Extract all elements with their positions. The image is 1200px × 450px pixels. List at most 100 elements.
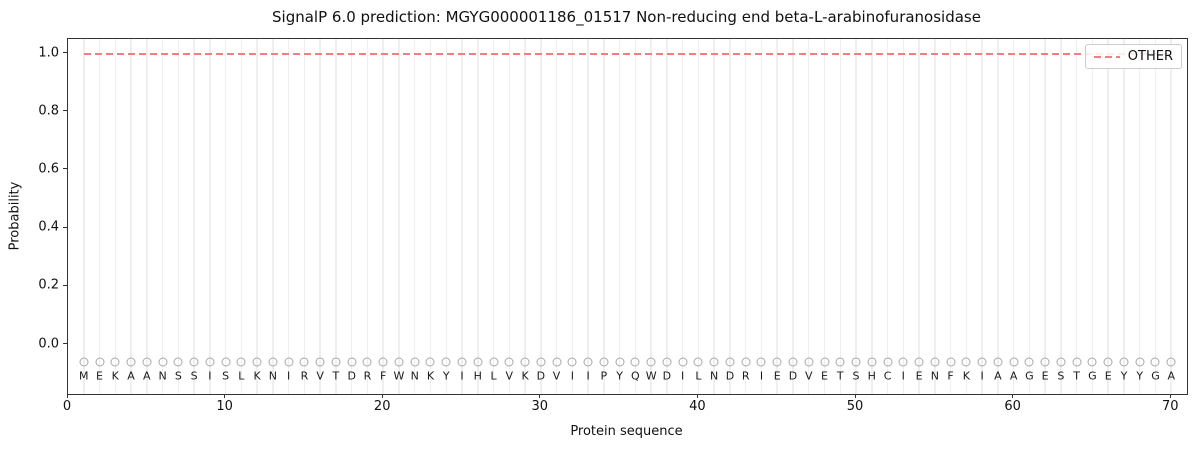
y-tick-mark <box>63 168 67 170</box>
residue-letter: Y <box>616 369 623 383</box>
residue-letter: S <box>174 369 182 383</box>
gridline <box>256 39 258 394</box>
residue-marker <box>189 357 199 367</box>
residue-marker <box>898 357 908 367</box>
y-tick-mark <box>63 343 67 345</box>
gridline <box>1060 39 1062 394</box>
residue-letter: E <box>915 369 923 383</box>
y-tick-label: 0.8 <box>38 103 59 119</box>
residue-marker <box>347 357 357 367</box>
residue-marker <box>583 357 593 367</box>
gridline <box>1107 39 1109 394</box>
residue-letter: Y <box>1120 369 1128 383</box>
residue-marker <box>646 357 656 367</box>
residue-marker <box>914 357 924 367</box>
residue-letter: I <box>586 369 590 383</box>
residue-letter: A <box>1167 369 1175 383</box>
gridline <box>934 39 936 394</box>
gridline <box>1138 39 1141 394</box>
gridline <box>744 39 747 394</box>
residue-letter: N <box>410 369 419 383</box>
residue-letter: V <box>552 369 561 383</box>
residue-marker <box>1009 357 1019 367</box>
residue-marker <box>615 357 625 367</box>
y-tick-label: 1.0 <box>38 45 59 61</box>
residue-marker <box>867 357 877 367</box>
residue-marker <box>1087 357 1097 367</box>
residue-letter: I <box>570 369 574 383</box>
residue-letter: T <box>836 369 844 383</box>
gridline <box>1075 39 1078 394</box>
gridline <box>1012 39 1015 394</box>
x-tick-label: 60 <box>1004 399 1021 414</box>
gridline <box>555 39 558 394</box>
residue-marker <box>331 357 341 367</box>
gridline <box>603 39 605 394</box>
residue-marker <box>95 357 105 367</box>
gridline <box>177 39 180 394</box>
chart-title: SignalP 6.0 prediction: MGYG000001186_01… <box>272 8 981 26</box>
gridline <box>272 39 274 394</box>
gridline <box>477 39 479 394</box>
residue-letter: S <box>1057 369 1065 383</box>
residue-letter: E <box>1041 369 1049 383</box>
gridline <box>524 39 526 394</box>
residue-marker <box>756 357 766 367</box>
residue-marker <box>1150 357 1160 367</box>
y-tick-mark <box>63 226 67 228</box>
residue-letter: T <box>1073 369 1081 383</box>
residue-marker <box>977 357 987 367</box>
residue-marker <box>520 357 530 367</box>
gridline <box>98 39 101 394</box>
residue-letter: Y <box>1136 369 1144 383</box>
gridline <box>161 39 164 394</box>
x-tick-mark <box>1012 394 1014 398</box>
residue-marker <box>362 357 372 367</box>
gridline <box>398 39 400 394</box>
residue-marker <box>851 357 861 367</box>
gridline <box>571 39 574 394</box>
residue-letter: F <box>947 369 954 383</box>
gridline <box>697 39 700 394</box>
gridline <box>729 39 731 394</box>
gridline <box>445 39 447 394</box>
residue-marker <box>567 357 577 367</box>
residue-marker <box>441 357 451 367</box>
residue-letter: I <box>208 369 212 383</box>
residue-marker <box>536 357 546 367</box>
residue-letter: F <box>380 369 387 383</box>
gridline <box>981 39 983 394</box>
gridline <box>130 39 132 394</box>
gridline <box>666 39 668 394</box>
residue-marker <box>693 357 703 367</box>
residue-letter: A <box>127 369 135 383</box>
gridline <box>83 39 85 394</box>
gridline <box>335 39 337 394</box>
residue-marker <box>158 357 168 367</box>
residue-letter: Q <box>631 369 640 383</box>
gridline <box>224 39 227 394</box>
x-tick-label: 20 <box>373 399 391 414</box>
gridline <box>1170 39 1172 394</box>
gridline <box>1028 39 1031 394</box>
residue-marker <box>946 357 956 367</box>
residue-marker <box>378 357 388 367</box>
residue-marker <box>299 357 309 367</box>
residue-letter: N <box>158 369 167 383</box>
residue-letter: P <box>600 369 608 383</box>
residue-marker <box>1072 357 1082 367</box>
residue-marker <box>284 357 294 367</box>
x-tick-label: 30 <box>531 399 549 414</box>
residue-marker <box>993 357 1003 367</box>
gridline <box>949 39 952 394</box>
residue-letter: E <box>1104 369 1112 383</box>
prediction-line-other <box>83 52 1172 55</box>
gridline <box>350 39 353 394</box>
residue-marker <box>1135 357 1145 367</box>
residue-marker <box>205 357 215 367</box>
residue-letter: H <box>473 369 482 383</box>
x-tick-mark <box>696 394 698 398</box>
residue-marker <box>394 357 404 367</box>
residue-marker <box>835 357 845 367</box>
